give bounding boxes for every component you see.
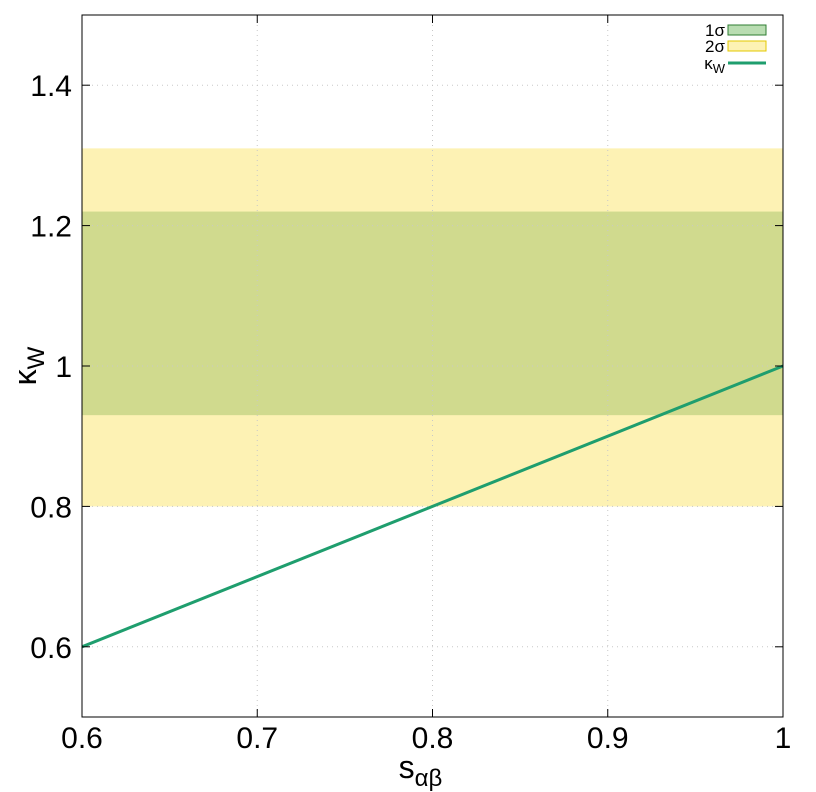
- y-tick-label: 1.2: [30, 211, 72, 244]
- series: [81, 364, 784, 649]
- legend-label-1sigma: 1σ: [705, 21, 725, 40]
- y-axis-title: κW: [7, 346, 50, 385]
- x-tick-label: 0.6: [61, 722, 103, 755]
- y-tick-labels: 0.6 0.8 1 1.2 1.4: [30, 70, 72, 665]
- y-axis-title-sub: W: [23, 346, 50, 369]
- band-1sigma: [82, 211, 783, 416]
- legend-swatch-1sigma: [727, 24, 767, 36]
- x-axis-title-base: s: [399, 749, 415, 785]
- y-tick-label: 1.4: [30, 70, 72, 103]
- x-axis-title: sαβ: [399, 749, 443, 792]
- y-axis-title-base: κ: [7, 368, 43, 385]
- x-tick-label: 0.9: [587, 722, 629, 755]
- x-tick-label: 0.8: [412, 722, 454, 755]
- legend-label-sub: W: [713, 61, 726, 76]
- y-tick-label: 1: [55, 351, 72, 384]
- x-tick-label: 1: [775, 722, 792, 755]
- axis-ticks: [81, 15, 784, 717]
- x-tick-labels: 0.6 0.7 0.8 0.9 1: [61, 722, 791, 755]
- y-tick-label: 0.6: [30, 632, 72, 665]
- legend-label-kappa-w: κW: [704, 54, 726, 76]
- legend-label-base: κ: [704, 54, 713, 73]
- grid: [81, 15, 784, 717]
- x-axis-title-sub: αβ: [415, 765, 443, 792]
- confidence-bands: [82, 148, 783, 507]
- legend-label-2sigma: 2σ: [705, 37, 725, 56]
- y-tick-label: 0.8: [30, 491, 72, 524]
- legend-swatch-2sigma: [727, 40, 767, 52]
- x-tick-label: 0.7: [236, 722, 278, 755]
- series-line-kappa-w: [81, 364, 784, 649]
